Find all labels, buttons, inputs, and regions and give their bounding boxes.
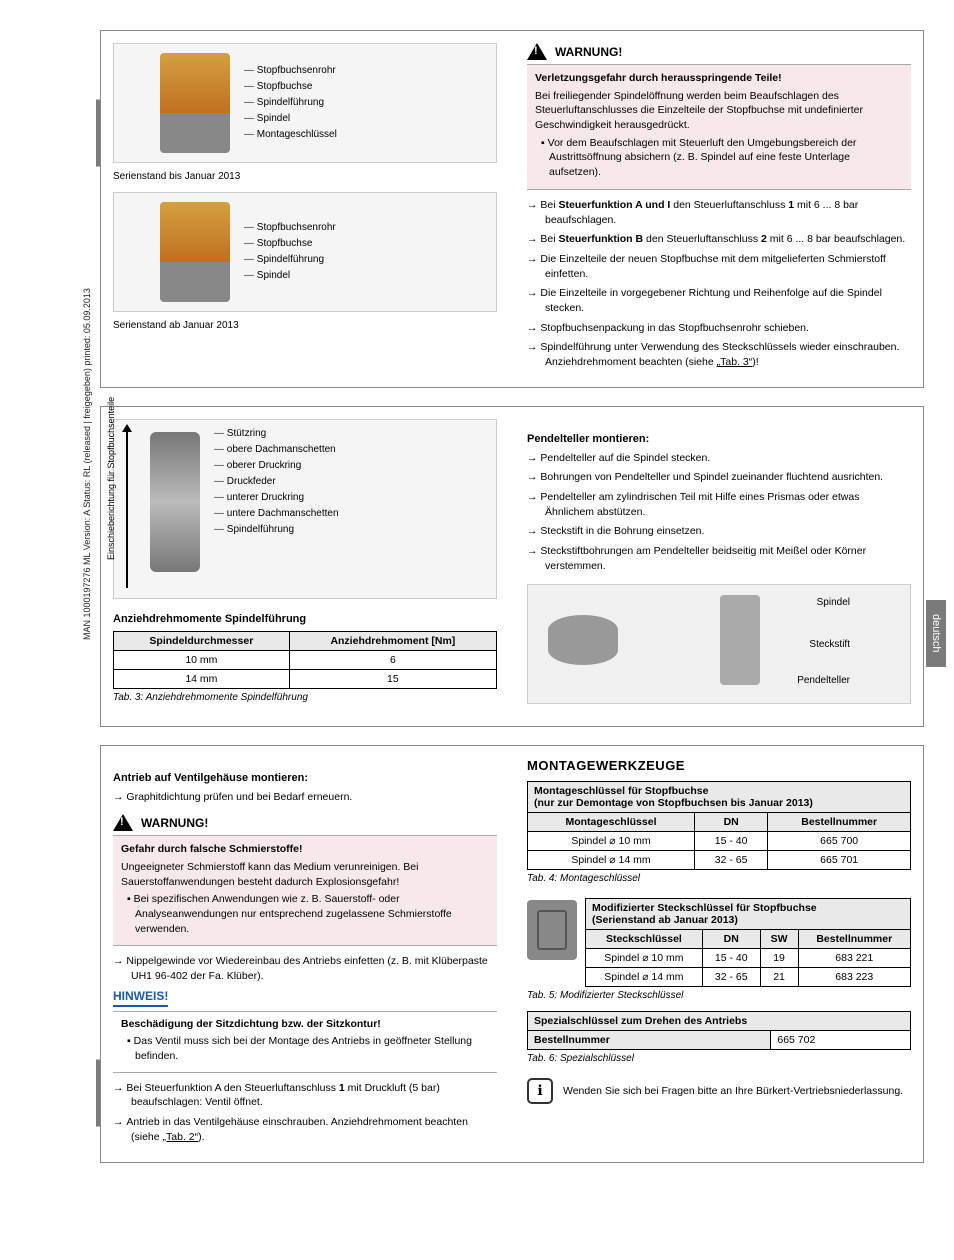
step-item: Steckstift in die Bohrung einsetzen. xyxy=(527,524,911,539)
step-item: Bei Steuerfunktion A und I den Steuerluf… xyxy=(527,198,911,227)
tab6-caption: Tab. 6: Spezialschlüssel xyxy=(527,1053,911,1064)
contact-text: Wenden Sie sich bei Fragen bitte an Ihre… xyxy=(563,1085,903,1097)
table-3: SpindeldurchmesserAnziehdrehmoment [Nm]1… xyxy=(113,631,497,689)
lbl-spindel: Spindel xyxy=(817,597,850,608)
tab5-caption: Tab. 5: Modifizierter Steckschlüssel xyxy=(527,990,911,1001)
warn1-box: Verletzungsgefahr durch herausspringende… xyxy=(527,64,911,190)
warn1-title: Verletzungsgefahr durch herausspringende… xyxy=(535,71,903,86)
diagram-label: untere Dachmanschetten xyxy=(214,506,490,522)
hinweis-head: HINWEIS! xyxy=(113,989,168,1007)
lbl-pendelteller: Pendelteller xyxy=(797,675,850,686)
tab4-caption: Tab. 4: Montageschlüssel xyxy=(527,873,911,884)
tab3-caption: Tab. 3: Anziehdrehmomente Spindelführung xyxy=(113,692,497,703)
figure-pendelteller: Spindel Steckstift Pendelteller xyxy=(527,584,911,704)
diagram-label: Spindel xyxy=(244,111,490,127)
figure-pre2013: StopfbuchsenrohrStopfbuchseSpindelführun… xyxy=(113,43,497,163)
contact-box: ℹ Wenden Sie sich bei Fragen bitte an Ih… xyxy=(527,1078,911,1104)
fig1-labels2: StopfbuchsenrohrStopfbuchseSpindelführun… xyxy=(244,220,490,284)
pendel-title: Pendelteller montieren: xyxy=(527,433,911,445)
fig1-caption2: Serienstand ab Januar 2013 xyxy=(113,320,497,331)
table-5: Modifizierter Steckschlüssel für Stopfbu… xyxy=(585,898,911,987)
diagram-label: obere Dachmanschetten xyxy=(214,442,490,458)
lbl-steckstift: Steckstift xyxy=(809,639,850,650)
steps1-list: Bei Steuerfunktion A und I den Steuerluf… xyxy=(527,198,911,370)
warn2-body: Ungeeigneter Schmierstoff kann das Mediu… xyxy=(121,860,489,889)
step-item: Bohrungen von Pendelteller und Spindel z… xyxy=(527,470,911,485)
step-item: Stopfbuchsenpackung in das Stopfbuchsenr… xyxy=(527,321,911,336)
diagram-label: Stützring xyxy=(214,426,490,442)
step-item: Bei Steuerfunktion B den Steuerluftansch… xyxy=(527,232,911,247)
warn1-head: WARNUNG! xyxy=(527,43,911,60)
figure-post2013: StopfbuchsenrohrStopfbuchseSpindelführun… xyxy=(113,192,497,312)
fig1-caption1: Serienstand bis Januar 2013 xyxy=(113,171,497,182)
warning-icon xyxy=(527,43,547,60)
step-item: Die Einzelteile in vorgegebener Richtung… xyxy=(527,286,911,315)
diagram-label: Druckfeder xyxy=(214,474,490,490)
step-item: Pendelteller am zylindrischen Teil mit H… xyxy=(527,490,911,519)
hinweis-title: Beschädigung der Sitzdichtung bzw. der S… xyxy=(121,1017,489,1032)
diagram-label: unterer Druckring xyxy=(214,490,490,506)
step-item: Steckstiftbohrungen am Pendelteller beid… xyxy=(527,544,911,573)
antrieb-title: Antrieb auf Ventilgehäuse montieren: xyxy=(113,772,497,784)
warn2-head: WARNUNG! xyxy=(113,814,497,831)
step-item: Nippelgewinde vor Wiedereinbau des Antri… xyxy=(113,954,497,983)
panel-top: StopfbuchsenrohrStopfbuchseSpindelführun… xyxy=(100,30,924,388)
warn1-bullet: Vor dem Beaufschlagen mit Steuerluft den… xyxy=(539,136,903,180)
diagram-label: Stopfbuchsenrohr xyxy=(244,220,490,236)
hinweis-bullet: Das Ventil muss sich bei der Montage des… xyxy=(125,1034,489,1063)
diagram-label: Montageschlüssel xyxy=(244,127,490,143)
warn2-head-text: WARNUNG! xyxy=(141,816,208,830)
diagram-label: Stopfbuchsenrohr xyxy=(244,63,490,79)
antrieb-steps: Nippelgewinde vor Wiedereinbau des Antri… xyxy=(113,954,497,983)
diagram-label: Spindelführung xyxy=(244,252,490,268)
insert-direction-arrow xyxy=(126,430,128,588)
warn1-body: Bei freiliegender Spindelöffnung werden … xyxy=(535,89,903,133)
hinweis-box: Beschädigung der Sitzdichtung bzw. der S… xyxy=(113,1011,497,1073)
warn1-head-text: WARNUNG! xyxy=(555,45,622,59)
antrieb-steps2: Bei Steuerfunktion A den Steuerluftansch… xyxy=(113,1081,497,1145)
warn2-box: Gefahr durch falsche Schmierstoffe! Unge… xyxy=(113,835,497,946)
diagram-label: Spindelführung xyxy=(244,95,490,111)
diagram-label: Spindelführung xyxy=(214,522,490,538)
socket-wrench-icon xyxy=(527,900,577,960)
step-item: Antrieb in das Ventilgehäuse einschraube… xyxy=(113,1115,497,1144)
step-item: Die Einzelteile der neuen Stopfbuchse mi… xyxy=(527,252,911,281)
fig1-labels: StopfbuchsenrohrStopfbuchseSpindelführun… xyxy=(244,63,490,143)
panel-bottom: Antrieb auf Ventilgehäuse montieren: Gra… xyxy=(100,745,924,1163)
fig2-vlabel: Einschieberichtung für Stopfbuchsenteile xyxy=(106,397,116,560)
diagram-label: oberer Druckring xyxy=(214,458,490,474)
tools-title: MONTAGEWERKZEUGE xyxy=(527,758,911,773)
figure-stopfbuchse-parts: Einschieberichtung für Stopfbuchsenteile… xyxy=(113,419,497,599)
step-item: Spindelführung unter Verwendung des Stec… xyxy=(527,340,911,369)
step-item: Bei Steuerfunktion A den Steuerluftansch… xyxy=(113,1081,497,1110)
warn2-title: Gefahr durch falsche Schmierstoffe! xyxy=(121,842,489,857)
diagram-label: Spindel xyxy=(244,268,490,284)
fig2-labels: Stützringobere Dachmanschettenoberer Dru… xyxy=(214,426,490,538)
info-icon: ℹ xyxy=(527,1078,553,1104)
pendel-steps: Pendelteller auf die Spindel stecken. Boh… xyxy=(527,451,911,574)
step-item: Pendelteller auf die Spindel stecken. xyxy=(527,451,911,466)
diagram-label: Stopfbuchse xyxy=(244,79,490,95)
diagram-label: Stopfbuchse xyxy=(244,236,490,252)
warning-icon xyxy=(113,814,133,831)
panel-middle: Einschieberichtung für Stopfbuchsenteile… xyxy=(100,406,924,727)
table-4: Montageschlüssel für Stopfbuchse(nur zur… xyxy=(527,781,911,870)
tab3-title: Anziehdrehmomente Spindelführung xyxy=(113,613,497,625)
warn2-bullet: Bei spezifischen Anwendungen wie z. B. S… xyxy=(125,892,489,936)
table-6: Spezialschlüssel zum Drehen des Antriebs… xyxy=(527,1011,911,1050)
antrieb-step1: Graphitdichtung prüfen und bei Bedarf er… xyxy=(113,790,497,805)
